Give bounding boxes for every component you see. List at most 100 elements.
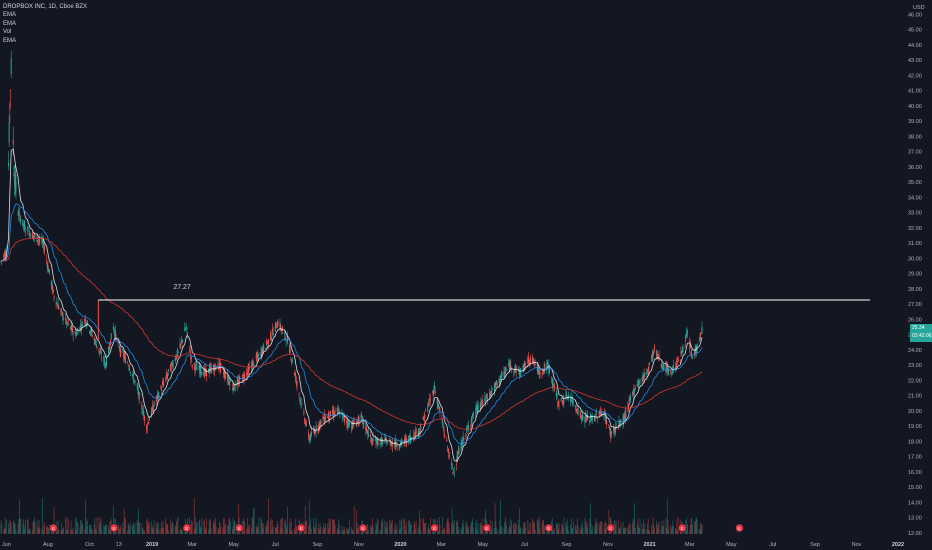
candle-body[interactable] [385,437,387,440]
candle-body[interactable] [308,433,310,438]
candle-body[interactable] [353,420,355,424]
candle-body[interactable] [652,351,654,358]
candle-body[interactable] [644,372,646,375]
candle-body[interactable] [679,359,681,361]
candle-body[interactable] [370,437,372,440]
candle-body[interactable] [523,365,525,372]
candle-body[interactable] [480,402,482,407]
candle-body[interactable] [539,370,541,375]
candle-body[interactable] [294,373,296,375]
candle-body[interactable] [156,396,158,398]
candle-body[interactable] [362,418,364,424]
candle-body[interactable] [151,407,153,410]
candle-body[interactable] [404,438,406,443]
candle-body[interactable] [590,415,592,420]
candle-body[interactable] [304,418,306,422]
candle-body[interactable] [276,326,278,328]
candle-body[interactable] [463,437,465,442]
candle-body[interactable] [666,365,668,369]
candle-body[interactable] [242,374,244,376]
candle-body[interactable] [167,374,169,376]
candle-body[interactable] [508,365,510,371]
candle-body[interactable] [506,368,508,370]
candle-body[interactable] [146,425,148,428]
candle-body[interactable] [568,394,570,397]
candle-body[interactable] [572,400,574,402]
candle-body[interactable] [284,337,286,339]
candle-body[interactable] [560,398,562,402]
candle-body[interactable] [552,379,554,386]
candle-body[interactable] [186,332,188,335]
candle-body[interactable] [620,420,622,423]
candle-body[interactable] [633,387,635,390]
candle-body[interactable] [67,323,69,325]
candle-body[interactable] [104,362,106,365]
candle-body[interactable] [676,361,678,363]
candle-body[interactable] [468,426,470,430]
candle-body[interactable] [238,381,240,385]
candle-body[interactable] [475,406,477,409]
candle-body[interactable] [186,327,188,331]
candle-body[interactable] [172,363,174,366]
candle-body[interactable] [610,431,612,435]
candle-body[interactable] [275,322,277,324]
candle-body[interactable] [338,409,340,412]
candle-body[interactable] [105,366,107,369]
candle-body[interactable] [634,388,636,390]
candle-body[interactable] [129,371,131,373]
candle-body[interactable] [195,364,197,368]
candle-body[interactable] [651,353,653,359]
candle-body[interactable] [581,414,583,416]
candle-body[interactable] [169,364,171,372]
candle-body[interactable] [419,427,421,434]
candle-body[interactable] [451,465,453,469]
candle-body[interactable] [428,401,430,406]
ema-slow-line[interactable] [1,237,703,430]
earnings-marker-circle[interactable] [735,523,744,533]
candle-body[interactable] [28,228,30,232]
candle-body[interactable] [42,240,44,243]
candle-body[interactable] [681,351,683,353]
candle-body[interactable] [55,302,57,306]
candle-body[interactable] [576,412,578,414]
candle-body[interactable] [657,355,659,358]
candle-body[interactable] [256,357,258,358]
candle-body[interactable] [91,329,93,332]
candle-body[interactable] [608,425,610,426]
candle-body[interactable] [63,319,65,320]
candle-body[interactable] [165,377,167,379]
candle-body[interactable] [389,440,391,445]
candle-body[interactable] [528,360,530,363]
candle-body[interactable] [367,431,369,435]
candle-body[interactable] [203,368,205,376]
candle-body[interactable] [160,386,162,390]
candle-body[interactable] [495,383,497,385]
candle-body[interactable] [434,391,436,395]
candle-body[interactable] [399,446,401,449]
candle-body[interactable] [485,394,487,398]
candle-body[interactable] [27,233,29,235]
candle-body[interactable] [314,432,316,434]
candle-body[interactable] [199,366,201,373]
candle-body[interactable] [529,361,531,363]
candle-body[interactable] [600,411,602,415]
candle-body[interactable] [672,365,674,371]
candle-body[interactable] [60,309,62,312]
candle-body[interactable] [595,413,597,417]
candle-body[interactable] [46,264,48,267]
candle-body[interactable] [38,239,40,241]
candle-body[interactable] [191,365,193,368]
candle-body[interactable] [69,327,71,329]
candle-body[interactable] [504,372,506,374]
candle-body[interactable] [289,345,291,353]
candle-body[interactable] [470,424,472,427]
candle-body[interactable] [118,341,120,343]
candle-body[interactable] [218,362,220,368]
candle-body[interactable] [319,419,321,423]
candle-body[interactable] [561,397,563,399]
candle-body[interactable] [329,417,331,419]
candle-body[interactable] [353,422,355,426]
candle-body[interactable] [438,407,440,410]
candle-body[interactable] [513,370,515,371]
candle-body[interactable] [18,211,20,217]
